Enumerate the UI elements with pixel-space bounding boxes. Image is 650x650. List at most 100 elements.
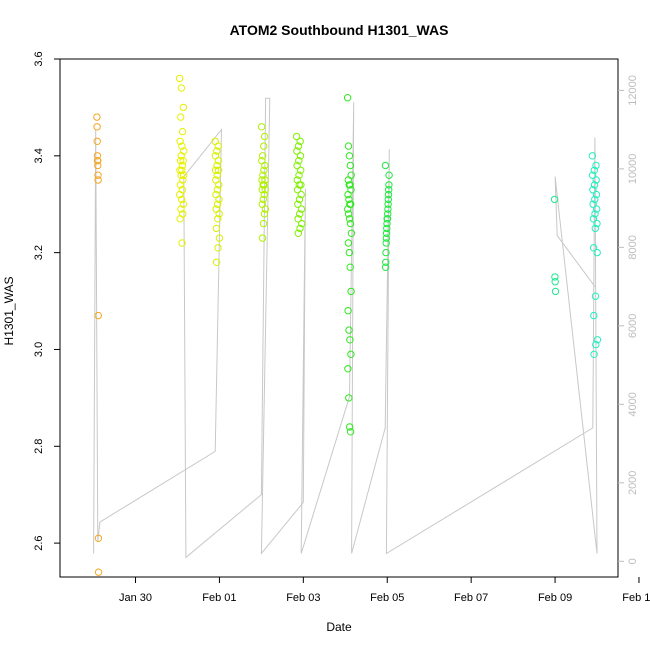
data-point	[345, 195, 353, 204]
data-point	[176, 215, 184, 223]
data-point	[94, 157, 102, 165]
data-point	[383, 224, 391, 233]
data-point	[296, 152, 305, 160]
data-point	[298, 219, 306, 228]
data-point	[176, 157, 185, 165]
y-axis-left: 2.6 2.8 3.0 3.2 3.4 3.6	[33, 51, 60, 551]
data-point	[257, 123, 266, 131]
data-point	[344, 239, 353, 247]
data-point	[551, 278, 559, 286]
data-point	[93, 152, 102, 160]
data-point	[589, 215, 598, 223]
data-point	[590, 181, 599, 189]
x-tick-label: Feb 05	[370, 592, 404, 604]
data-point	[260, 166, 268, 175]
data-point	[93, 113, 101, 121]
data-point	[94, 171, 102, 179]
data-point	[177, 84, 186, 92]
data-point	[344, 307, 352, 315]
data-point	[295, 181, 303, 189]
data-point	[551, 273, 559, 281]
data-point	[344, 210, 353, 218]
y-axis-right: 0 2000 4000 6000 8000 10000 12000	[618, 75, 639, 564]
x-axis-label: Date	[326, 620, 352, 634]
data-point	[214, 157, 223, 165]
data-point	[296, 210, 304, 218]
data-point	[343, 94, 352, 102]
y-tick-label: 3.2	[33, 245, 45, 260]
data-point	[590, 166, 598, 175]
data-point	[589, 244, 598, 252]
data-point	[346, 423, 354, 431]
x-tick-label: Jan 30	[119, 592, 152, 604]
y-tick-label: 3.4	[33, 148, 45, 163]
data-point	[345, 248, 353, 257]
data-point	[177, 152, 185, 160]
altitude-track-layer	[93, 97, 598, 559]
y2-tick-label: 0	[627, 558, 639, 564]
data-point	[176, 181, 185, 189]
y2-tick-label: 6000	[627, 314, 639, 338]
data-point	[384, 210, 392, 218]
data-point	[259, 195, 267, 204]
data-point	[384, 190, 393, 199]
data-point	[383, 215, 391, 223]
data-point	[384, 195, 392, 204]
data-point	[258, 176, 266, 184]
data-point	[179, 103, 188, 112]
data-point	[588, 152, 597, 160]
data-point	[550, 195, 559, 204]
data-point	[259, 181, 267, 189]
x-axis: Jan 30 Feb 01 Feb 03 Feb 05 Feb 07 Feb 09 Feb …	[119, 576, 650, 604]
x-tick-label: Feb 01	[202, 592, 236, 604]
data-point	[292, 132, 301, 141]
data-point	[293, 161, 301, 170]
x-tick-label: Feb 07	[454, 592, 488, 604]
data-point	[385, 171, 393, 179]
data-point	[214, 215, 222, 223]
data-point	[593, 248, 601, 257]
data-point	[593, 336, 602, 344]
data-point	[297, 205, 306, 213]
data-point	[293, 176, 301, 184]
data-point	[590, 311, 598, 320]
data-point	[176, 166, 184, 175]
data-point	[293, 147, 301, 155]
chart-title: ATOM2 Southbound H1301_WAS	[230, 22, 449, 38]
data-point	[178, 142, 186, 150]
data-point	[177, 205, 185, 213]
data-point	[385, 186, 393, 194]
data-point	[215, 195, 223, 204]
data-point	[213, 171, 221, 179]
data-point	[347, 350, 355, 358]
data-point	[591, 224, 599, 233]
data-point	[591, 210, 599, 218]
data-point	[589, 186, 597, 194]
data-point	[592, 190, 601, 199]
data-point	[592, 340, 600, 349]
data-point	[345, 394, 353, 402]
data-point	[213, 161, 221, 170]
x-tick-label: Feb 09	[538, 592, 572, 604]
data-point	[177, 171, 185, 179]
data-point	[593, 205, 601, 213]
data-point	[592, 161, 600, 170]
y2-tick-label: 12000	[627, 75, 639, 106]
data-point	[176, 190, 184, 199]
y-tick-label: 3.6	[33, 51, 45, 66]
data-point	[177, 195, 186, 204]
data-point	[593, 219, 601, 228]
plot-frame	[59, 58, 619, 578]
data-point	[296, 224, 304, 233]
data-point	[94, 311, 103, 320]
data-point	[93, 123, 101, 131]
data-point	[261, 186, 269, 194]
data-point	[211, 137, 219, 146]
data-point	[261, 205, 270, 213]
data-point	[346, 428, 355, 436]
data-point	[344, 176, 352, 184]
data-point	[261, 161, 269, 170]
data-point	[258, 186, 266, 194]
y2-tick-label: 8000	[627, 235, 639, 259]
